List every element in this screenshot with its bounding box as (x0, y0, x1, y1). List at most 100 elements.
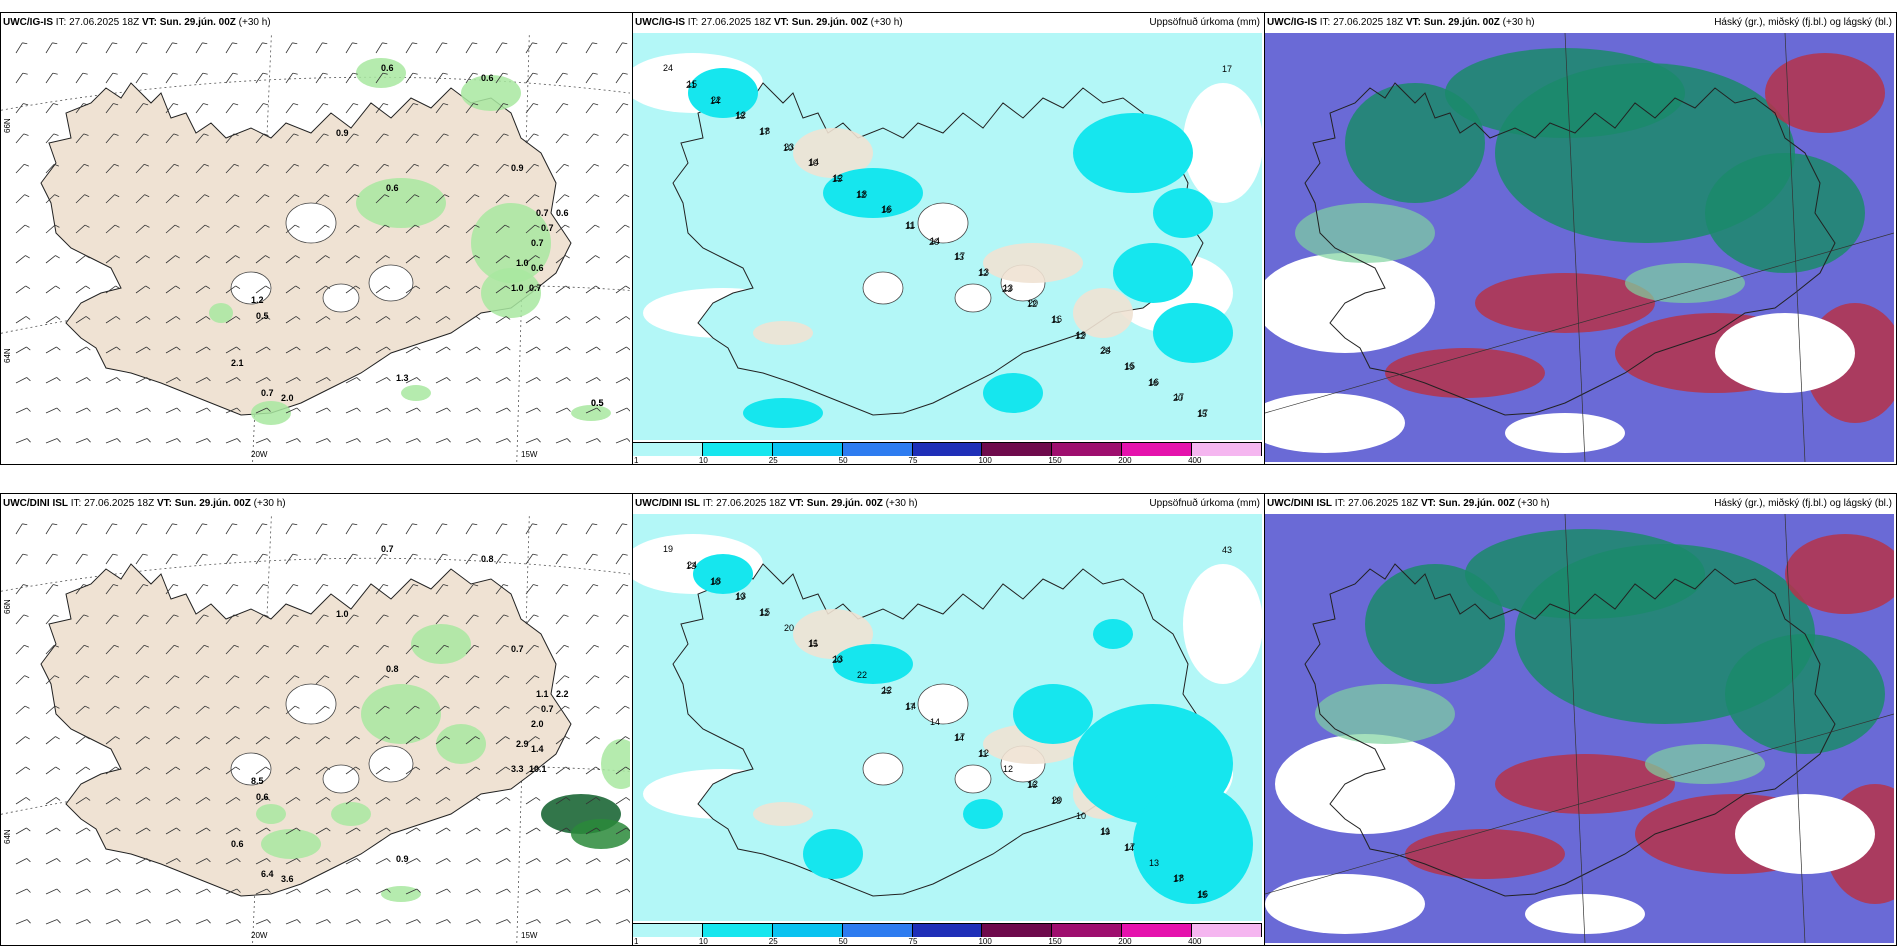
wind-barb (525, 407, 538, 414)
wind-barb-flag (626, 377, 630, 381)
wind-barb-flag (565, 316, 571, 320)
wind-barb (585, 614, 595, 625)
wind-barb-flag (173, 133, 179, 136)
wind-barb (165, 827, 177, 835)
wind-barb-flag (114, 705, 120, 709)
value-label: 13 (954, 252, 965, 262)
wind-barb (465, 675, 475, 685)
wind-barb-flag (54, 163, 59, 167)
wind-barb (555, 255, 566, 264)
wind-barb (165, 705, 176, 715)
wind-barb-flag (506, 827, 511, 832)
wind-barb (615, 255, 626, 264)
wind-barb-flag (446, 346, 451, 351)
wind-barb-flag (564, 194, 570, 198)
wind-barb (525, 194, 535, 204)
wind-barb (615, 736, 626, 745)
wind-barb (585, 553, 594, 565)
wind-barb (165, 888, 178, 895)
wind-barb-flag (415, 255, 420, 259)
wind-barb (165, 255, 176, 264)
value-label: 12 (1003, 764, 1014, 774)
wind-barb (315, 827, 327, 835)
wind-barb-flag (324, 224, 330, 228)
wind-barb (525, 736, 536, 745)
wind-barb-flag (503, 584, 509, 587)
wind-barb-flag (446, 438, 451, 443)
wind-barb (525, 614, 535, 625)
wind-barb-flag (536, 377, 541, 382)
cloud-area (1365, 564, 1505, 684)
wind-barb (345, 407, 358, 414)
wind-barb-flag (203, 103, 209, 106)
wind-barb-flag (233, 614, 239, 617)
wind-barb-flag (54, 224, 60, 228)
wind-barb-flag (174, 705, 180, 709)
value-label: 2.2 (556, 689, 569, 699)
wind-barb-flag (622, 553, 628, 556)
colorbar-segment (1052, 442, 1123, 456)
wind-barb-flag (145, 255, 150, 259)
wind-barb-flag (352, 42, 358, 45)
wind-barb (435, 614, 445, 625)
wind-barb (555, 523, 563, 535)
wind-barb-flag (354, 675, 360, 679)
wind-barb-flag (626, 827, 630, 832)
wind-barb-flag (382, 42, 388, 45)
wind-barb (165, 797, 177, 805)
wind-barb-flag (206, 919, 211, 924)
wind-barb (135, 797, 147, 805)
wind-barb-flag (145, 316, 151, 320)
wind-barb (75, 407, 88, 414)
wind-barb-flag (25, 285, 31, 290)
wind-barb-flag (265, 766, 271, 771)
wind-barb-flag (382, 523, 388, 526)
wind-barb (45, 888, 58, 895)
value-label: 12 (736, 110, 747, 120)
wind-barb (465, 888, 478, 895)
wind-barb (255, 766, 266, 775)
wind-barb-flag (236, 407, 241, 412)
wind-barb (315, 553, 324, 565)
value-label: 0.5 (591, 398, 604, 408)
wind-barb-flag (296, 438, 301, 443)
colorbar-segment (1122, 442, 1193, 456)
wind-barb-flag (116, 438, 121, 443)
wind-barb-flag (476, 919, 481, 924)
wind-barb (345, 644, 355, 655)
wind-barb-flag (475, 766, 481, 771)
wind-barb-flag (52, 72, 58, 75)
wind-barb (555, 72, 564, 84)
wind-barb-flag (233, 584, 239, 587)
wind-barb (615, 103, 624, 114)
wind-barb (105, 797, 117, 805)
wind-barb (45, 194, 55, 204)
wind-barb (555, 858, 567, 865)
precip-patch (601, 739, 630, 789)
wind-barb-flag (502, 42, 508, 45)
wind-barb (255, 705, 266, 715)
wind-barb (525, 133, 535, 144)
wind-barb (105, 523, 113, 535)
wind-barb-flag (173, 103, 179, 106)
wind-barb-flag (266, 858, 271, 863)
wind-barb (195, 827, 207, 835)
wind-barb (495, 377, 507, 384)
value-label: 14 (710, 96, 721, 106)
wind-barb (435, 407, 448, 414)
value-label: 14 (809, 157, 820, 167)
wind-barb-flag (296, 858, 301, 863)
wind-barb-flag (534, 644, 539, 648)
wind-barb (525, 103, 534, 114)
wind-barb-flag (563, 133, 569, 136)
wind-barb-flag (234, 224, 240, 228)
wind-barb-flag (234, 644, 239, 648)
cloud-area (1295, 203, 1435, 263)
wind-barb (105, 224, 116, 234)
wind-barb-flag (52, 553, 58, 556)
wind-barb-flag (536, 438, 541, 443)
wind-barb-flag (472, 42, 478, 45)
wind-barb (225, 224, 236, 234)
value-label: 20 (1173, 393, 1184, 403)
wind-barb-flag (534, 675, 540, 679)
